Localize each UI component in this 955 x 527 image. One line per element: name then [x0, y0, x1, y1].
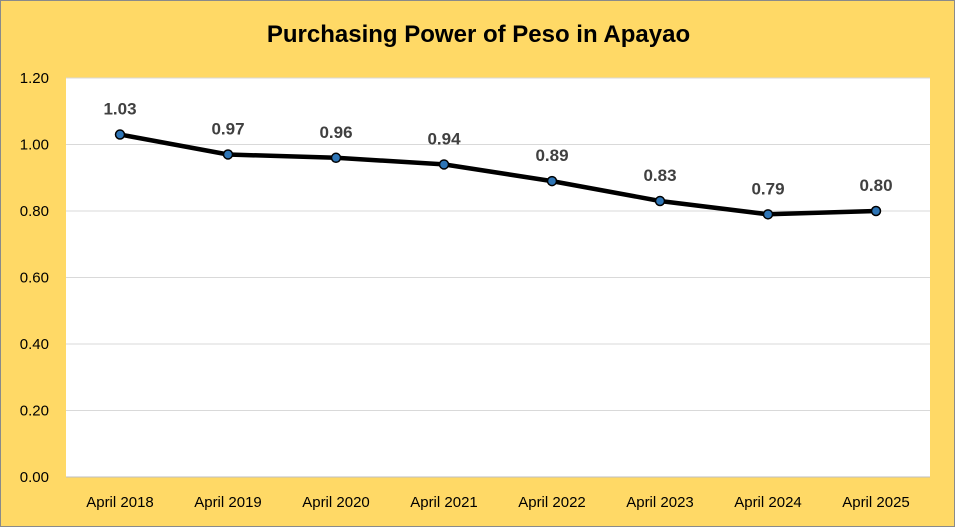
x-tick-label: April 2018	[86, 494, 154, 511]
x-tick-label: April 2019	[194, 494, 262, 511]
data-label: 0.89	[535, 146, 568, 165]
y-tick-label: 0.00	[20, 469, 49, 486]
y-tick-label: 0.60	[20, 270, 49, 287]
data-label: 1.03	[103, 100, 136, 119]
x-tick-label: April 2021	[410, 494, 478, 511]
y-tick-label: 1.00	[20, 137, 49, 154]
chart-title: Purchasing Power of Peso in Apayao	[266, 21, 691, 48]
data-label: 0.83	[643, 166, 676, 185]
data-label: 0.79	[751, 179, 784, 198]
data-point	[654, 195, 666, 207]
y-tick-label: 0.20	[20, 403, 49, 420]
x-tick-label: April 2023	[626, 494, 694, 511]
y-tick-label: 1.20	[20, 70, 49, 87]
data-point	[870, 205, 882, 217]
data-point	[330, 152, 342, 164]
y-tick-label: 0.40	[20, 336, 49, 353]
x-tick-label: April 2020	[302, 494, 370, 511]
data-point	[222, 149, 234, 160]
x-tick-label: April 2024	[734, 494, 802, 511]
data-point	[438, 159, 450, 170]
data-label: 0.80	[859, 176, 892, 195]
data-label: 0.94	[427, 129, 461, 148]
y-tick-label: 0.80	[20, 203, 49, 220]
data-point	[114, 129, 126, 140]
data-point	[546, 175, 558, 187]
series-line	[117, 132, 879, 217]
x-tick-label: April 2025	[842, 494, 910, 511]
data-point	[762, 209, 774, 220]
data-label: 0.97	[211, 119, 244, 138]
data-label: 0.96	[319, 123, 352, 142]
x-tick-label: April 2022	[518, 494, 586, 511]
